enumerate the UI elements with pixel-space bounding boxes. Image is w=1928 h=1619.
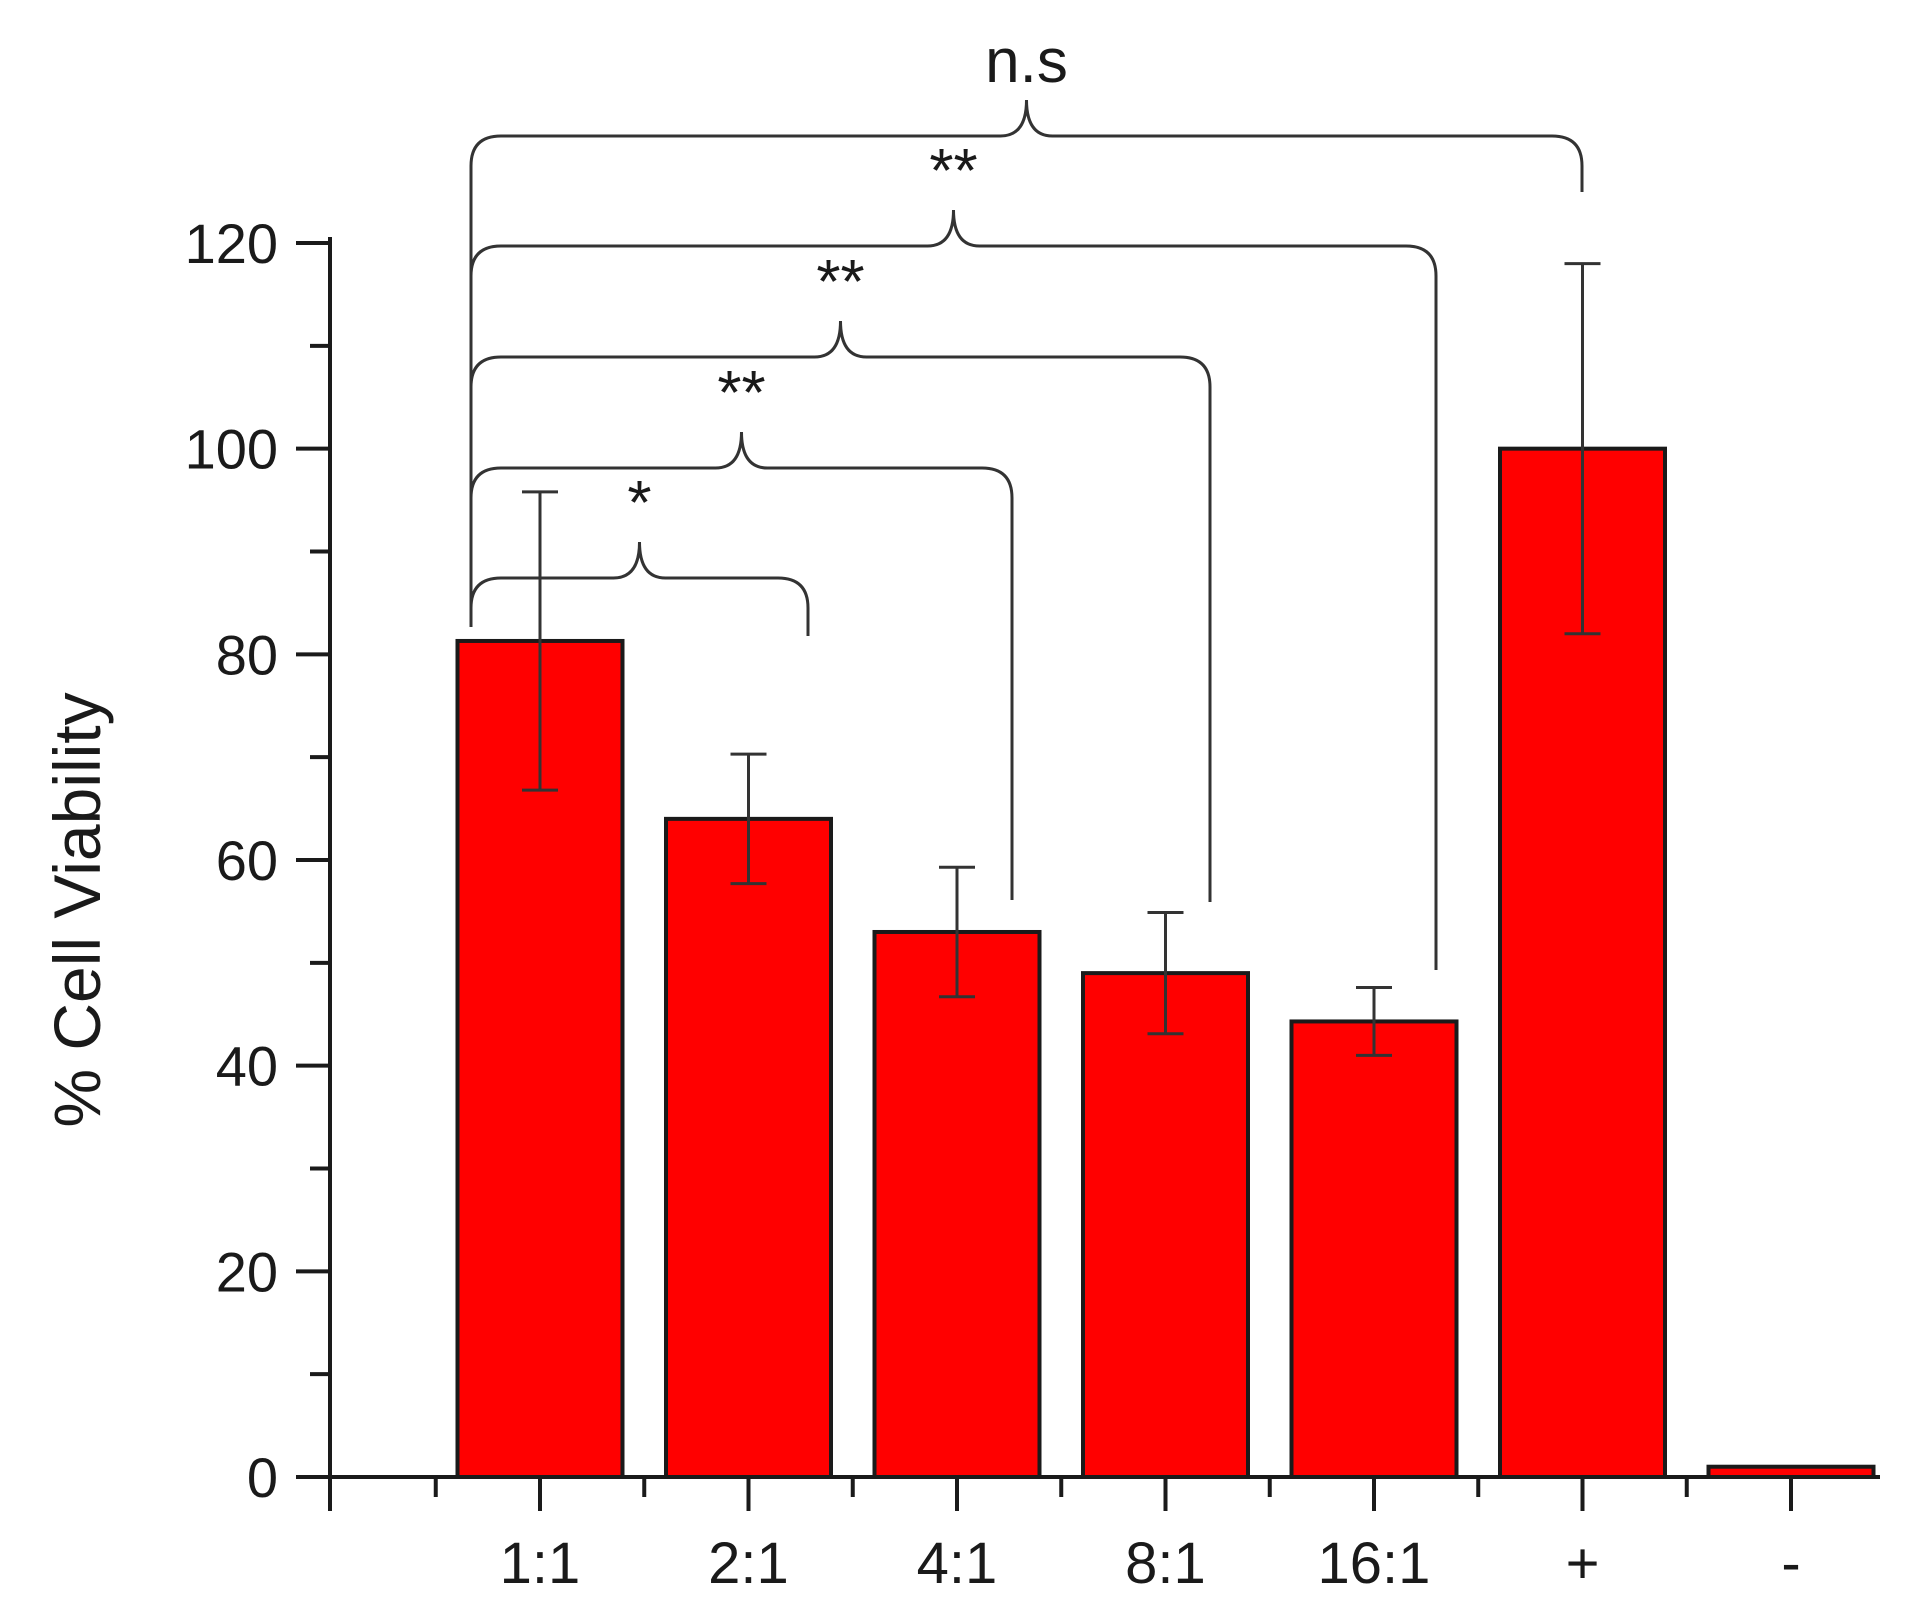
y-tick-label: 0 [247,1446,278,1509]
significance-bracket [469,541,810,636]
significance-bracket [469,431,1014,900]
x-category-label: + [1566,1531,1600,1596]
y-axis-title: % Cell Viability [40,692,114,1127]
y-tick-label: 120 [185,212,278,275]
x-category-label: 1:1 [500,1531,581,1596]
significance-label: ** [816,248,864,317]
axes: 0 20 40 60 80 100 120 1:1 2:1 4:1 8:1 16:1 + - [185,212,1880,1596]
bar-4:1 [872,929,1042,1479]
y-tick-label: 40 [216,1035,278,1098]
x-category-label: 2:1 [708,1531,789,1596]
bar-16:1 [1289,1019,1459,1479]
significance-label: * [627,469,651,538]
y-tick-label: 100 [185,418,278,481]
y-tick-label: 20 [216,1240,278,1303]
bar-2:1 [664,816,833,1479]
bar-- [1706,1464,1876,1480]
significance-bracket [469,209,1438,970]
error-bars [522,262,1601,1057]
x-category-label: 16:1 [1318,1531,1431,1596]
significance-label: n.s [985,27,1068,96]
significance-bracket [469,99,1584,627]
x-category-label: - [1781,1531,1800,1596]
y-tick-label: 80 [216,623,278,686]
significance-label: ** [929,137,977,206]
significance-bracket [469,320,1212,902]
significance-brackets: *******n.s [469,27,1584,970]
x-category-label: 8:1 [1125,1531,1206,1596]
significance-label: ** [717,359,765,428]
y-tick-label: 60 [216,829,278,892]
bar-8:1 [1081,971,1250,1479]
x-category-label: 4:1 [917,1531,998,1596]
